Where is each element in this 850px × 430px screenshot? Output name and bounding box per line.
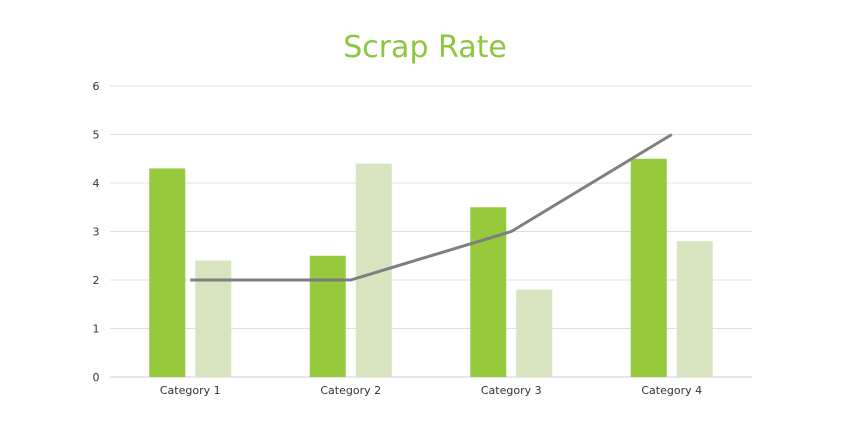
y-tick-label: 1 — [93, 323, 100, 336]
bar-series2 — [516, 289, 553, 377]
y-tick-label: 3 — [93, 226, 100, 239]
chart-title: Scrap Rate — [343, 30, 507, 65]
line-series — [190, 133, 673, 282]
x-tick-label: Category 2 — [320, 384, 381, 397]
x-tick-label: Category 3 — [481, 384, 542, 397]
x-tick-label: Category 4 — [641, 384, 702, 397]
bar-series1 — [309, 255, 346, 377]
x-tick-label: Category 1 — [160, 384, 221, 397]
bar-series1 — [630, 158, 667, 377]
y-tick-label: 0 — [93, 371, 100, 384]
y-tick-label: 2 — [93, 274, 100, 287]
bar-series1 — [149, 168, 186, 377]
y-tick-label: 6 — [93, 80, 100, 93]
y-tick-label: 5 — [93, 129, 100, 142]
bar-series2 — [676, 241, 713, 377]
bar-series2 — [195, 260, 232, 377]
y-tick-label: 4 — [93, 177, 100, 190]
bar-series1 — [470, 207, 507, 377]
